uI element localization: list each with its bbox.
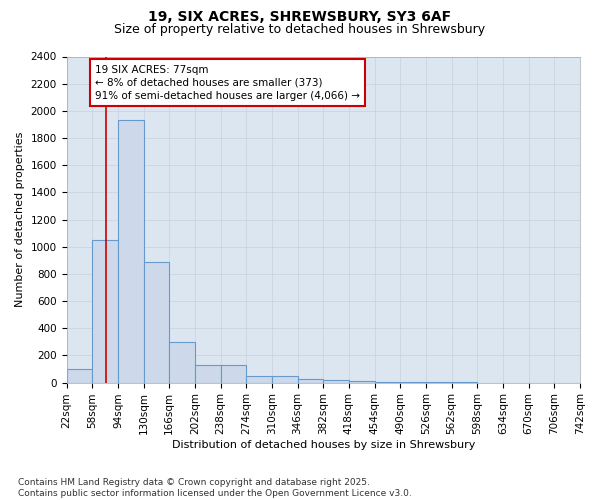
Bar bbox=[169, 342, 195, 382]
Bar bbox=[323, 380, 349, 382]
X-axis label: Distribution of detached houses by size in Shrewsbury: Distribution of detached houses by size … bbox=[172, 440, 475, 450]
Bar bbox=[246, 376, 272, 382]
Bar bbox=[272, 376, 298, 382]
Bar bbox=[67, 369, 92, 382]
Text: Contains HM Land Registry data © Crown copyright and database right 2025.
Contai: Contains HM Land Registry data © Crown c… bbox=[18, 478, 412, 498]
Text: 19 SIX ACRES: 77sqm
← 8% of detached houses are smaller (373)
91% of semi-detach: 19 SIX ACRES: 77sqm ← 8% of detached hou… bbox=[95, 64, 360, 101]
Bar bbox=[195, 365, 221, 382]
Text: 19, SIX ACRES, SHREWSBURY, SY3 6AF: 19, SIX ACRES, SHREWSBURY, SY3 6AF bbox=[148, 10, 452, 24]
Y-axis label: Number of detached properties: Number of detached properties bbox=[15, 132, 25, 307]
Bar bbox=[143, 262, 169, 382]
Bar bbox=[221, 365, 246, 382]
Bar bbox=[349, 381, 374, 382]
Bar bbox=[92, 240, 118, 382]
Bar bbox=[298, 378, 323, 382]
Bar bbox=[118, 120, 143, 382]
Text: Size of property relative to detached houses in Shrewsbury: Size of property relative to detached ho… bbox=[115, 22, 485, 36]
